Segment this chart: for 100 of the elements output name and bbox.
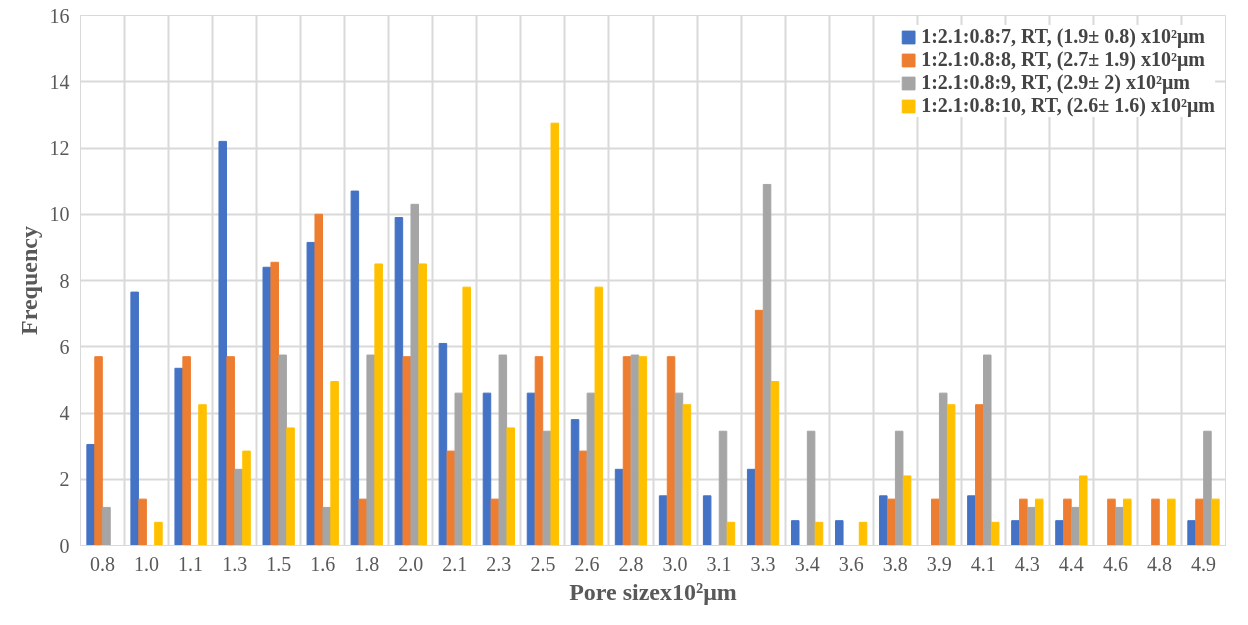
bar bbox=[1071, 506, 1080, 546]
bar bbox=[754, 309, 764, 546]
bar bbox=[886, 498, 896, 546]
bar bbox=[902, 475, 912, 546]
y-tick-label: 14 bbox=[49, 70, 70, 93]
bar bbox=[550, 122, 560, 546]
bar bbox=[1019, 498, 1028, 546]
legend-label: 1:2.1:0.8:10, RT, (2.6± 1.6) x10²μm bbox=[921, 94, 1215, 117]
bar bbox=[1055, 520, 1064, 546]
bar bbox=[790, 520, 800, 546]
bar bbox=[1167, 498, 1176, 546]
bar bbox=[1115, 506, 1124, 546]
bar bbox=[1107, 498, 1116, 546]
bar bbox=[490, 498, 500, 546]
bar bbox=[894, 430, 904, 546]
bar bbox=[982, 354, 992, 546]
bar bbox=[506, 427, 516, 546]
bar bbox=[314, 213, 324, 546]
bar bbox=[130, 291, 139, 546]
bar bbox=[286, 427, 295, 546]
bar bbox=[1187, 520, 1196, 546]
y-tick-label: 6 bbox=[59, 335, 70, 358]
bar bbox=[482, 392, 492, 546]
bar bbox=[1063, 498, 1072, 546]
y-tick-label: 12 bbox=[49, 137, 70, 159]
x-tick-label: 4.4 bbox=[1058, 552, 1084, 575]
bar bbox=[94, 356, 103, 546]
bar bbox=[1011, 520, 1020, 546]
bar bbox=[814, 521, 824, 546]
x-tick-label: 4.6 bbox=[1102, 552, 1128, 575]
bar bbox=[102, 506, 111, 546]
bar bbox=[278, 354, 287, 546]
bar bbox=[806, 430, 816, 546]
bar bbox=[242, 450, 251, 546]
bar bbox=[967, 495, 976, 546]
bar bbox=[594, 286, 604, 546]
bar bbox=[270, 261, 279, 546]
bar bbox=[402, 356, 412, 546]
bar bbox=[762, 183, 772, 546]
bar bbox=[394, 217, 404, 546]
x-tick-label: 3.4 bbox=[794, 552, 820, 575]
bar bbox=[702, 495, 712, 546]
legend-label: 1:2.1:0.8:8, RT, (2.7± 1.9) x10²μm bbox=[921, 48, 1205, 71]
bar bbox=[586, 392, 596, 546]
x-tick-label: 0.8 bbox=[90, 552, 116, 575]
x-tick-label: 4.1 bbox=[970, 552, 996, 575]
bar bbox=[366, 354, 375, 546]
legend-label: 1:2.1:0.8:9, RT, (2.9± 2) x10²μm bbox=[921, 71, 1190, 94]
legend-label: 1:2.1:0.8:7, RT, (1.9± 0.8) x10²μm bbox=[921, 25, 1205, 48]
x-tick-label: 1.8 bbox=[354, 552, 380, 575]
bar bbox=[86, 443, 95, 546]
x-tick-label: 1.0 bbox=[134, 552, 160, 575]
bar bbox=[358, 498, 368, 546]
bar bbox=[946, 404, 956, 546]
x-tick-label: 3.3 bbox=[750, 552, 776, 575]
bar bbox=[374, 263, 383, 546]
y-tick-label: 10 bbox=[49, 203, 70, 226]
bar bbox=[234, 468, 243, 546]
bar bbox=[182, 356, 191, 546]
bar bbox=[1034, 498, 1044, 546]
bar bbox=[418, 263, 427, 546]
bar bbox=[350, 190, 360, 546]
bar bbox=[138, 498, 147, 546]
x-tick-label: 1.5 bbox=[266, 552, 292, 575]
y-tick-label: 2 bbox=[59, 468, 70, 491]
y-tick-label: 4 bbox=[59, 402, 70, 424]
bar bbox=[526, 392, 536, 546]
bar bbox=[770, 381, 780, 546]
bar bbox=[410, 203, 420, 546]
x-tick-label: 2.6 bbox=[574, 552, 600, 575]
bar bbox=[198, 404, 207, 546]
x-tick-label: 4.8 bbox=[1146, 552, 1172, 575]
x-tick-label: 1.1 bbox=[178, 552, 204, 575]
bar bbox=[454, 392, 464, 546]
bar bbox=[1123, 498, 1132, 546]
bar bbox=[462, 286, 471, 546]
y-tick-label: 0 bbox=[59, 534, 70, 557]
bar bbox=[174, 367, 183, 546]
bar bbox=[990, 521, 1000, 546]
bar bbox=[498, 354, 508, 546]
bar bbox=[1078, 475, 1088, 546]
bar bbox=[262, 266, 272, 546]
bar bbox=[938, 392, 948, 546]
bar bbox=[1195, 498, 1204, 546]
bar bbox=[1203, 430, 1212, 546]
bar bbox=[570, 419, 580, 546]
bar bbox=[718, 430, 728, 546]
x-tick-label: 1.3 bbox=[222, 552, 248, 575]
bar bbox=[622, 356, 632, 546]
bar bbox=[746, 468, 756, 546]
bar bbox=[879, 495, 888, 546]
x-tick-label: 2.8 bbox=[618, 552, 644, 575]
x-axis-title: Pore sizex10²μm bbox=[569, 578, 737, 605]
y-axis-title: Frequency bbox=[15, 226, 42, 335]
bar bbox=[330, 381, 339, 546]
bar bbox=[322, 506, 331, 546]
x-tick-label: 2.3 bbox=[486, 552, 512, 575]
bar bbox=[1027, 506, 1036, 546]
y-tick-label: 8 bbox=[59, 269, 70, 292]
x-tick-label: 3.0 bbox=[662, 552, 688, 575]
